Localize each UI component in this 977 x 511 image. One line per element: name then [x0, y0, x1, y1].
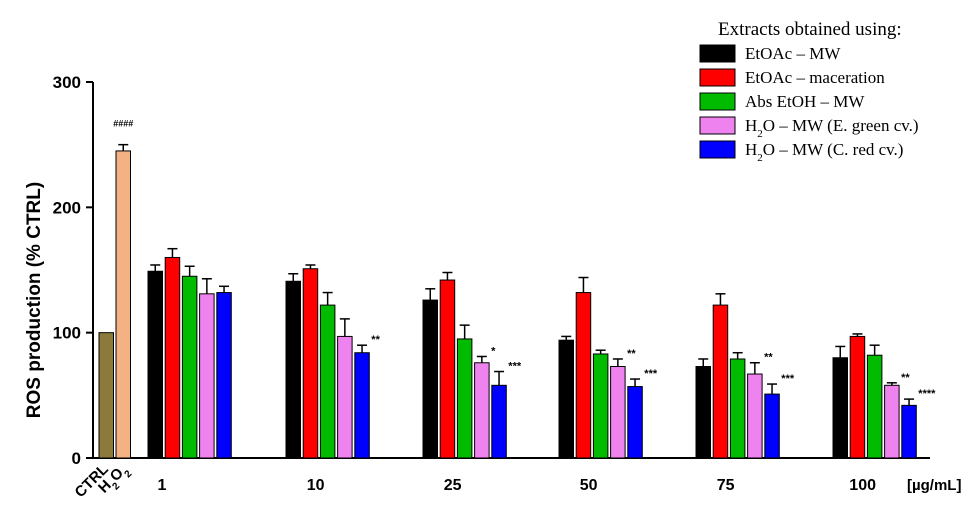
control-bar-h2o2 [115, 150, 131, 459]
subscript: 2 [757, 152, 763, 164]
bar [764, 393, 780, 459]
bar [199, 293, 215, 459]
control-bar-ctrl [98, 332, 114, 459]
legend-swatch [699, 92, 736, 111]
bar [422, 299, 438, 459]
bar [729, 358, 746, 459]
bar [319, 304, 336, 459]
significance-label: ** [627, 348, 636, 360]
bar [627, 386, 643, 459]
subscript: 2 [757, 128, 763, 140]
label-part: Abs EtOH – MW [745, 92, 865, 111]
legend-swatch [699, 116, 736, 135]
y-tick-label: 0 [72, 449, 81, 468]
legend-label: Abs EtOH – MW [745, 92, 865, 111]
x-tick-label: 100 [849, 477, 876, 494]
bar [884, 384, 900, 459]
bar [147, 270, 163, 459]
legend: Extracts obtained using: EtOAc – MW EtOAc … [699, 19, 919, 164]
bar [610, 366, 626, 459]
y-axis-title: ROS production (% CTRL) [24, 182, 45, 418]
y-tick-label: 300 [53, 73, 81, 92]
bar [849, 335, 866, 459]
significance-label: *** [644, 368, 658, 380]
bar [558, 339, 574, 459]
bar [575, 292, 592, 459]
significance-label: *** [781, 373, 795, 385]
x-tick-label: 50 [580, 477, 598, 494]
x-tick-label: 10 [307, 477, 325, 494]
bar [354, 352, 370, 459]
significance-label: * [491, 345, 496, 357]
label-part: O – MW (E. green cv.) [763, 116, 919, 135]
bar [474, 362, 490, 459]
label-part: H [745, 116, 757, 135]
legend-label: H2O – MW (C. red cv.) [745, 140, 903, 164]
bar [456, 338, 473, 459]
x-unit-label: [µg/mL] [907, 477, 961, 494]
x-tick-label: 25 [444, 477, 462, 494]
significance-label: #### [113, 119, 133, 129]
bar [901, 404, 917, 459]
y-tick-label: 100 [53, 324, 81, 343]
significance-label: ** [764, 352, 773, 364]
significance-label: *** [508, 361, 522, 373]
bar [712, 304, 729, 459]
bar [164, 256, 181, 459]
bar [695, 366, 711, 459]
significance-label: **** [918, 388, 936, 400]
legend-swatch [699, 68, 736, 87]
bar [832, 357, 848, 459]
label-part: O – MW (C. red cv.) [763, 140, 904, 159]
legend-swatch [699, 44, 736, 63]
y-tick-label: 200 [53, 198, 81, 217]
bar [592, 353, 609, 459]
bar [216, 292, 232, 459]
label-part: H [745, 140, 757, 159]
significance-label: ** [901, 372, 910, 384]
significance-label: ** [371, 334, 380, 346]
bar [866, 354, 883, 459]
legend-label: EtOAc – MW [745, 44, 841, 63]
legend-label: H2O – MW (E. green cv.) [745, 116, 919, 140]
bar [747, 373, 763, 459]
bar [285, 280, 301, 459]
bar [491, 384, 507, 459]
label-part: EtOAc – MW [745, 44, 841, 63]
bar [337, 335, 353, 459]
legend-title: Extracts obtained using: [718, 19, 902, 40]
x-tick-label: 1 [158, 477, 167, 494]
bar [302, 268, 319, 459]
legend-label: EtOAc – maceration [745, 68, 885, 87]
legend-swatch [699, 140, 736, 159]
label-part: EtOAc – maceration [745, 68, 885, 87]
bar [181, 275, 198, 459]
x-tick-label: 75 [717, 477, 735, 494]
bar [439, 279, 456, 459]
